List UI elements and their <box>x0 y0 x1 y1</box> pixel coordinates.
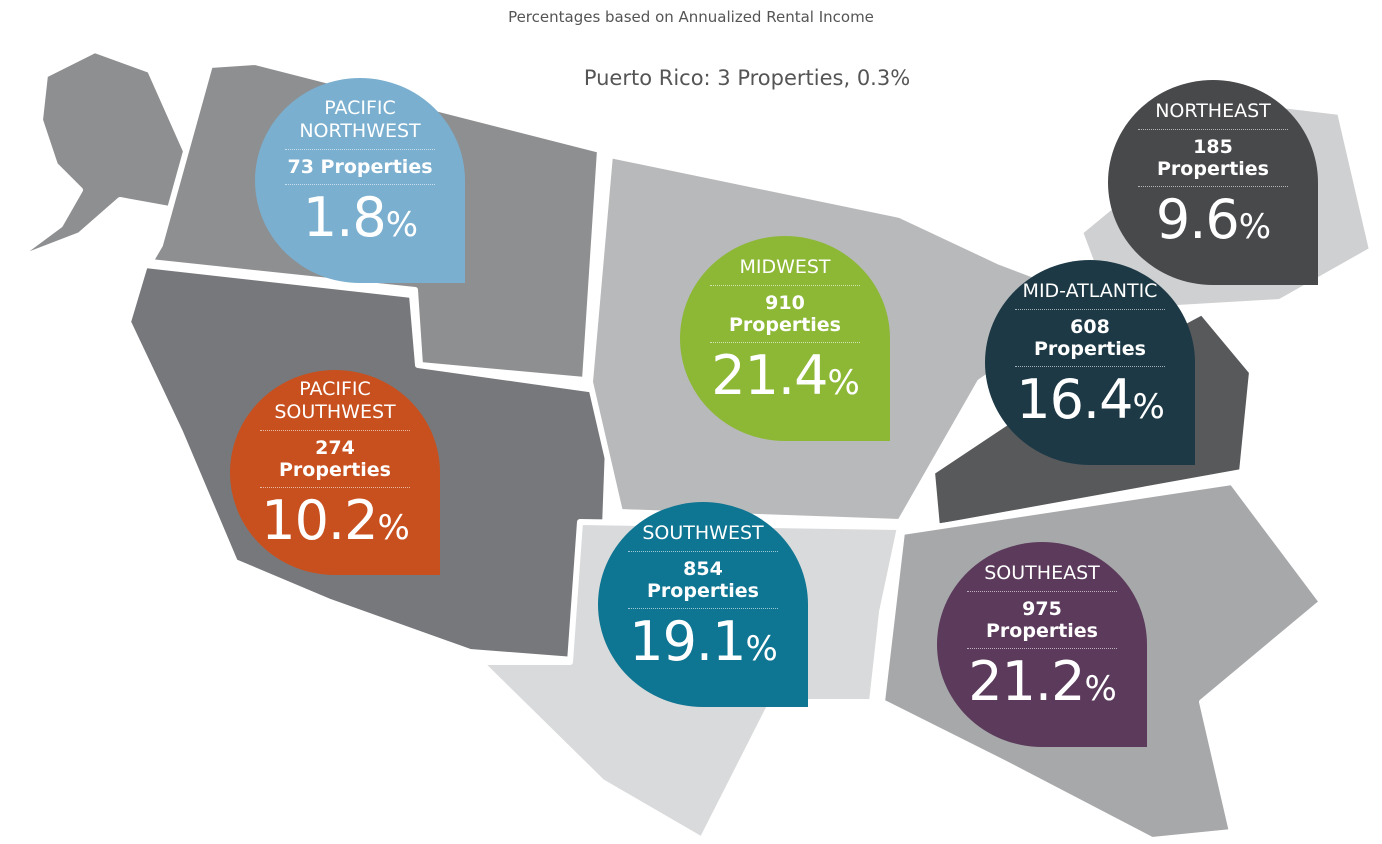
region-percent: 19.1% <box>629 609 778 673</box>
region-properties: 274 Properties <box>260 431 410 488</box>
region-properties: 854 Properties <box>628 552 778 609</box>
region-name: SOUTHWEST <box>628 522 778 552</box>
subtitle: Percentages based on Annualized Rental I… <box>508 8 874 26</box>
region-badge: PACIFIC SOUTHWEST 274 Properties 10.2% <box>230 370 440 575</box>
region-percent: 1.8% <box>302 186 418 249</box>
region-badge: MID-ATLANTIC 608 Properties 16.4% <box>985 260 1195 465</box>
region-properties: 910 Properties <box>710 286 860 343</box>
region-properties: 975 Properties <box>967 592 1117 649</box>
region-badge: PACIFIC NORTHWEST 73 Properties 1.8% <box>255 78 465 283</box>
region-percent: 16.4% <box>1016 367 1165 431</box>
region-percent: 21.4% <box>711 343 860 407</box>
region-properties: 73 Properties <box>285 150 435 185</box>
region-name: PACIFIC SOUTHWEST <box>260 378 410 431</box>
region-name: NORTHEAST <box>1138 100 1288 130</box>
region-badge: SOUTHWEST 854 Properties 19.1% <box>598 502 808 707</box>
region-percent: 10.2% <box>261 489 410 552</box>
region-properties: 185 Properties <box>1138 130 1288 187</box>
region-badge: NORTHEAST 185 Properties 9.6% <box>1108 80 1318 285</box>
region-properties: 608 Properties <box>1015 310 1165 367</box>
alaska <box>7 47 203 265</box>
region-percent: 21.2% <box>968 649 1117 713</box>
region-name: MIDWEST <box>710 256 860 286</box>
region-badge: MIDWEST 910 Properties 21.4% <box>680 236 890 441</box>
region-name: PACIFIC NORTHWEST <box>285 97 435 150</box>
region-percent: 9.6% <box>1155 187 1271 251</box>
region-badge: SOUTHEAST 975 Properties 21.2% <box>937 542 1147 747</box>
puerto-rico-note: Puerto Rico: 3 Properties, 0.3% <box>583 66 911 90</box>
region-name: SOUTHEAST <box>967 562 1117 592</box>
region-name: MID-ATLANTIC <box>1015 280 1165 310</box>
